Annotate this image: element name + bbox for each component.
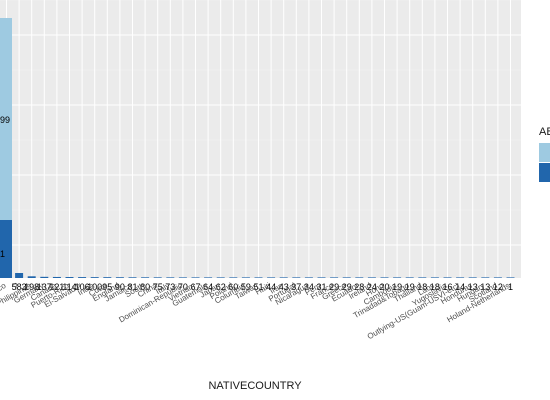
bar-Nicaragua	[304, 277, 313, 278]
count-label: 95	[102, 282, 112, 292]
bar-France	[330, 277, 339, 278]
count-label: 1	[508, 282, 513, 292]
bar-Outlying-US(Guam-USVI-etc)	[456, 277, 465, 278]
bar-England	[115, 277, 124, 278]
bar-Ireland	[367, 277, 376, 278]
bar-Honduras	[468, 277, 477, 278]
count-label: 121	[49, 282, 64, 292]
count-label: 19	[392, 282, 402, 292]
bar-Japan	[216, 277, 225, 278]
count-label: 28	[354, 282, 364, 292]
bar-Holand-Netherlands	[506, 277, 515, 278]
bar-Thailand	[418, 277, 427, 278]
count-label: 51	[253, 282, 263, 292]
count-label: 19	[405, 282, 415, 292]
count-label: 16	[442, 282, 452, 292]
count-label: 29	[329, 282, 339, 292]
count-label: 64	[203, 282, 213, 292]
bar-China	[153, 277, 162, 278]
count-label: 60	[228, 282, 238, 292]
bar-Italy	[166, 277, 175, 278]
count-label: 114	[62, 282, 76, 292]
bar-Taiwan	[254, 277, 263, 278]
count-label: 62	[216, 282, 226, 292]
legend-key-light	[539, 143, 550, 162]
bar-Vietnam	[191, 277, 200, 278]
bar-Jamaica	[128, 277, 137, 278]
bar-Trinadad&Tobago	[405, 277, 414, 278]
legend-key-dark	[539, 163, 550, 182]
bar-Philippines	[27, 276, 36, 278]
x-tick-label: ?	[12, 281, 21, 291]
bar-India	[90, 277, 99, 278]
bar-Cuba	[103, 277, 112, 278]
bar-Greece	[342, 277, 351, 278]
bar-Mexico-light	[0, 18, 12, 220]
bar-Ecuador	[355, 277, 364, 278]
count-label: 106	[75, 282, 90, 292]
legend-title: AB	[539, 126, 550, 138]
count-label: 13	[468, 282, 478, 292]
bar-Scotland	[493, 277, 502, 278]
count-label: 81	[127, 282, 137, 292]
count-label: 12	[493, 282, 503, 292]
bar-Puerto-Rico	[65, 277, 74, 278]
count-label: 198	[24, 282, 39, 292]
count-label: 14	[455, 282, 465, 292]
bar-?	[15, 273, 24, 278]
plot-panel	[0, 0, 521, 278]
count-label: 37	[291, 282, 301, 292]
bar-Canada	[52, 276, 61, 278]
bar-Peru	[317, 277, 326, 278]
bar-Germany	[40, 276, 49, 278]
count-label: 137	[37, 282, 52, 292]
bar-Yugoslavia	[443, 277, 452, 278]
count-label: 29	[342, 282, 352, 292]
count-label: 70	[178, 282, 188, 292]
bar-Cambodia	[393, 277, 402, 278]
count-label: 59	[241, 282, 251, 292]
count-label: 18	[417, 282, 427, 292]
bar-Mexico-dark	[0, 220, 12, 278]
first-bar-dark-label: 1	[0, 249, 5, 259]
first-bar-light-label: 99	[0, 115, 10, 125]
count-label: 80	[140, 282, 150, 292]
count-label: 100	[87, 282, 102, 292]
grid	[0, 0, 521, 278]
count-label: 24	[367, 282, 377, 292]
count-label: 44	[266, 282, 276, 292]
count-label: 75	[153, 282, 163, 292]
bar-Dominican-Republic	[178, 277, 187, 278]
count-label: 583	[12, 282, 27, 292]
count-label: 73	[165, 282, 175, 292]
bar-Portugal	[292, 277, 301, 278]
bars	[0, 18, 515, 278]
bar-Hungary	[481, 277, 490, 278]
count-label: 31	[316, 282, 326, 292]
count-label: 67	[190, 282, 200, 292]
x-axis-title: NATIVECOUNTRY	[208, 380, 302, 392]
count-label: 20	[379, 282, 389, 292]
bar-Poland	[229, 277, 238, 278]
count-label: 18	[430, 282, 440, 292]
count-label: 13	[480, 282, 490, 292]
bar-Laos	[430, 277, 439, 278]
bar-Hong	[380, 277, 389, 278]
count-label: 90	[115, 282, 125, 292]
bar-Iran	[279, 277, 288, 278]
bar-Haiti	[267, 277, 276, 278]
bar-Columbia	[241, 277, 250, 278]
bar-Guatemala	[204, 277, 213, 278]
count-label: 34	[304, 282, 314, 292]
x-tick-labels: Mexico ?PhilippinesGermanyCanadaPuerto-Ri…	[0, 281, 512, 342]
bar-El-Salvador	[78, 277, 87, 278]
bar-South	[141, 277, 150, 278]
count-label: 43	[279, 282, 289, 292]
